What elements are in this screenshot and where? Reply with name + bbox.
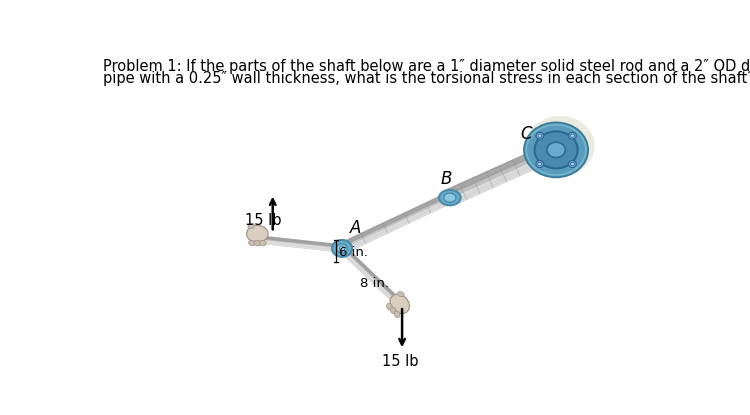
Polygon shape [340,249,395,303]
Text: Problem 1: If the parts of the shaft below are a 1″ diameter solid steel rod and: Problem 1: If the parts of the shaft bel… [104,59,750,74]
Ellipse shape [254,240,261,246]
Ellipse shape [525,116,595,176]
Ellipse shape [386,303,392,310]
Ellipse shape [339,246,345,251]
Ellipse shape [524,123,588,177]
Ellipse shape [536,132,544,139]
Polygon shape [446,142,555,195]
Ellipse shape [248,240,255,246]
Text: 8 in.: 8 in. [360,276,389,290]
Polygon shape [264,237,343,247]
Ellipse shape [248,224,254,229]
Ellipse shape [444,193,456,202]
Ellipse shape [247,225,268,242]
Ellipse shape [439,190,460,205]
Text: 15 lb: 15 lb [382,354,419,369]
Ellipse shape [337,244,347,253]
Ellipse shape [568,161,576,168]
Polygon shape [263,241,342,252]
Polygon shape [446,142,560,205]
Ellipse shape [568,132,576,139]
Ellipse shape [398,292,404,296]
Polygon shape [343,199,452,253]
Polygon shape [340,193,452,253]
Ellipse shape [538,162,542,166]
Text: 6 in.: 6 in. [339,246,368,259]
Text: 15 lb: 15 lb [245,213,281,228]
Ellipse shape [571,134,574,137]
Text: A: A [350,219,361,237]
Ellipse shape [332,240,352,257]
Ellipse shape [260,240,266,246]
Ellipse shape [536,161,544,168]
Ellipse shape [538,134,542,137]
Ellipse shape [390,294,410,314]
Polygon shape [263,237,343,252]
Ellipse shape [535,132,578,168]
Ellipse shape [394,311,400,317]
Polygon shape [340,246,398,303]
Text: C: C [520,125,532,143]
Polygon shape [451,151,560,205]
Ellipse shape [391,307,396,314]
Text: pipe with a 0.25″ wall thickness, what is the torsional stress in each section o: pipe with a 0.25″ wall thickness, what i… [104,71,750,86]
Ellipse shape [571,162,574,166]
Ellipse shape [547,142,566,158]
Polygon shape [343,246,398,299]
Text: B: B [440,170,452,188]
Polygon shape [340,193,449,247]
